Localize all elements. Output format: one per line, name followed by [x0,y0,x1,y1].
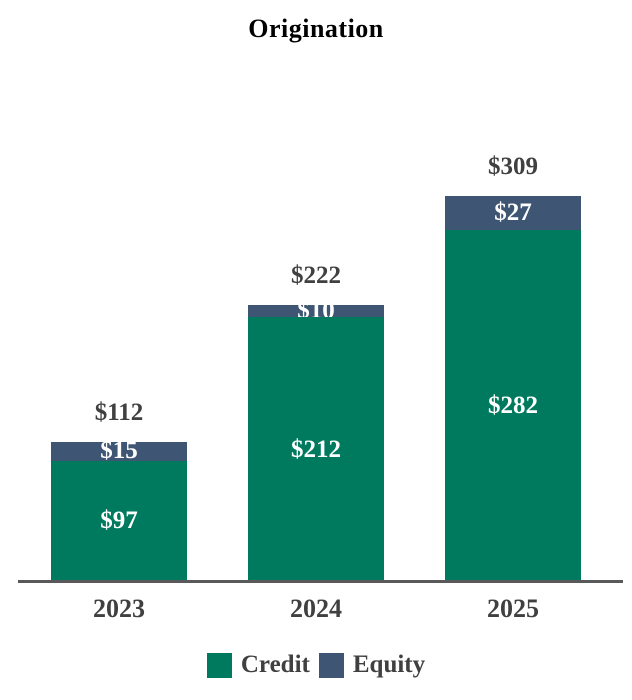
credit-segment-2025: $282 [445,229,581,582]
bar-group-2024: $222 $10 $212 [248,262,384,582]
credit-segment-2024: $212 [248,317,384,582]
x-axis-label-2024: 2024 [290,594,342,623]
legend: Credit Equity [0,652,632,678]
legend-item-equity: Equity [318,651,426,678]
chart-title: Origination [248,14,384,43]
bar-group-2023: $112 $15 $97 [51,400,187,582]
credit-value-label-2024: $212 [291,435,341,463]
equity-segment-2025: $27 [445,195,581,230]
total-label-2024: $222 [291,261,341,289]
x-axis-labels: 2023 2024 2025 [51,594,581,624]
legend-item-credit: Credit [206,651,310,678]
credit-value-label-2025: $282 [488,391,538,419]
x-axis-label-2025: 2025 [487,594,539,623]
x-axis-line [18,580,623,583]
bar-group-2025: $309 $27 $282 [445,153,581,582]
equity-value-label-2023: $15 [100,437,138,465]
x-axis-label-2023: 2023 [93,594,145,623]
legend-label-credit: Credit [240,651,310,678]
credit-swatch-icon [206,652,232,678]
equity-value-label-2025: $27 [494,198,532,226]
equity-swatch-icon [318,652,344,678]
equity-segment-2024: $10 [248,297,384,323]
credit-value-label-2023: $97 [100,507,138,535]
total-label-2023: $112 [94,399,144,426]
plot-area: $112 $15 $97 $222 $10 $212 $309 $27 $282 [51,153,581,582]
legend-label-equity: Equity [352,651,426,678]
credit-segment-2023: $97 [51,460,187,582]
equity-segment-2023: $15 [51,438,187,464]
total-label-2025: $309 [488,152,538,180]
